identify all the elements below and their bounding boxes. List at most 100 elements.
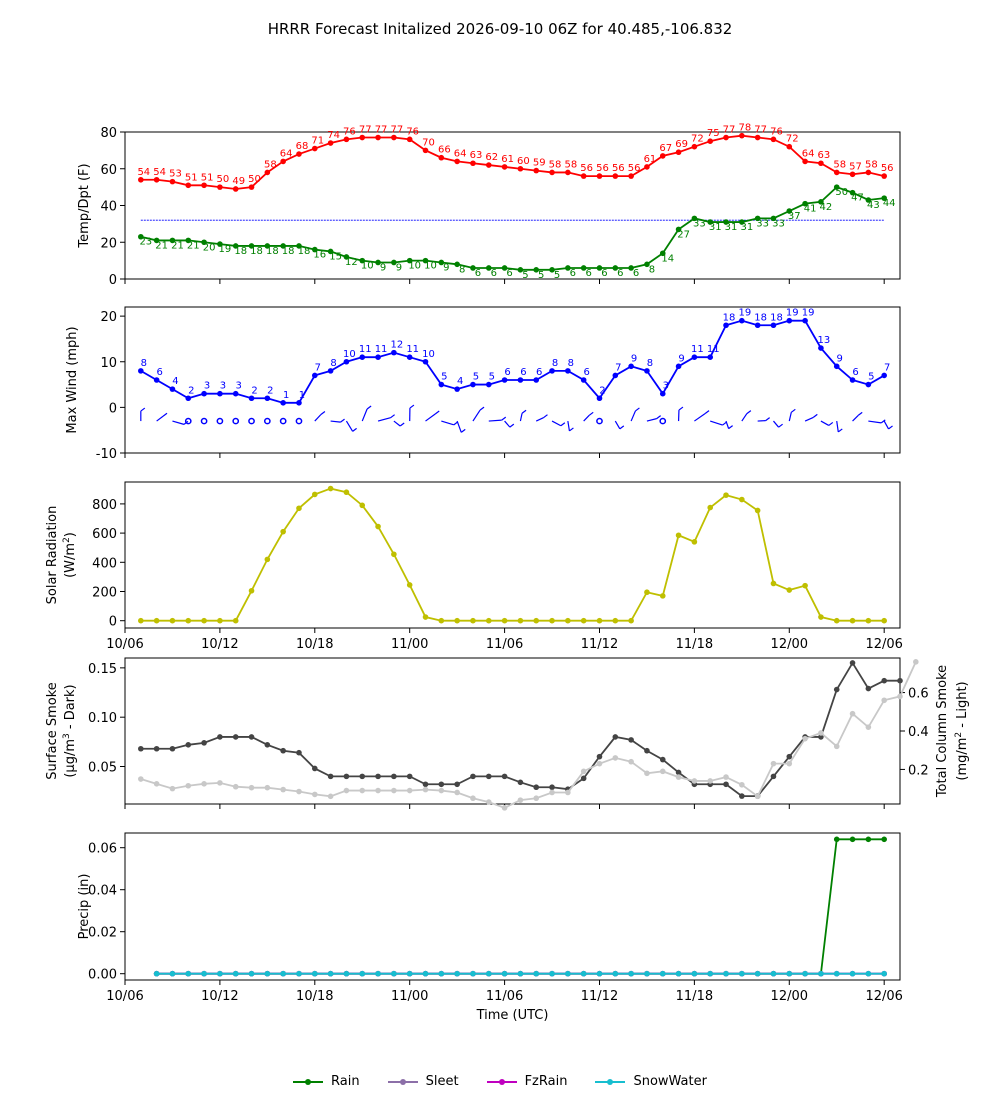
data-point-dew: [833, 184, 840, 190]
data-point-solar: [470, 617, 476, 624]
data-label-dew: 6: [585, 268, 591, 279]
data-point-solar: [865, 617, 872, 624]
data-point-wind: [280, 400, 286, 406]
data-point-wind: [470, 381, 476, 388]
data-point-solar: [565, 617, 571, 624]
data-point-dew: [818, 199, 824, 205]
wind-barb-flag: [812, 413, 818, 418]
data-label-temp: 76: [770, 126, 783, 137]
wind-barb: [393, 420, 401, 427]
data-label-wind: 18: [770, 312, 783, 323]
data-point-temp: [739, 132, 745, 139]
data-point-smoke_light: [612, 755, 619, 761]
y-tick-label: 0: [109, 401, 117, 416]
wind-barb-flag: [390, 414, 395, 419]
wind-barb: [345, 420, 354, 432]
data-point-snow: [849, 970, 856, 977]
data-point-solar: [343, 489, 350, 496]
data-point-temp: [565, 169, 571, 176]
data-point-dew: [485, 265, 492, 271]
data-label-temp: 72: [786, 134, 799, 145]
data-point-snow: [391, 970, 397, 977]
wind-barb-flag: [501, 416, 507, 421]
data-point-smoke_dark: [153, 745, 160, 752]
data-label-temp: 56: [596, 163, 609, 174]
data-point-smoke_light: [897, 693, 903, 700]
data-point-smoke_dark: [833, 686, 840, 693]
y-tick-label: 0.15: [88, 662, 117, 677]
wind-barb-calm: [295, 417, 303, 425]
data-point-smoke_dark: [391, 773, 397, 780]
series-line-solar: [140, 487, 885, 622]
y-right-tick-label: 0.6: [908, 687, 929, 702]
y-right-axis-label: Total Column Smoke: [935, 665, 950, 798]
data-point-solar: [691, 539, 698, 545]
data-point-dew: [739, 219, 745, 225]
data-point-smoke_dark: [311, 765, 318, 772]
wind-barb: [614, 420, 621, 430]
data-point-smoke_dark: [485, 773, 492, 780]
wind-barb-flag: [479, 406, 485, 411]
data-point-smoke_dark: [343, 773, 350, 780]
data-point-temp: [311, 145, 318, 152]
wind-barb-calm: [263, 417, 271, 425]
y-tick-label: 20: [100, 310, 117, 325]
data-label-temp: 77: [723, 125, 736, 136]
wind-barb: [788, 412, 792, 422]
data-label-wind: 5: [441, 372, 447, 383]
data-point-temp: [153, 176, 160, 183]
data-label-wind: 9: [631, 353, 637, 364]
y-axis-label: Solar Radiation: [45, 506, 60, 605]
data-point-temp: [865, 169, 872, 176]
data-point-snow: [517, 970, 524, 977]
data-point-smoke_dark: [217, 734, 223, 740]
x-axis-label: Time (UTC): [476, 1008, 549, 1023]
panel-5: 0.00 0.02 0.04 0.06 10/06 10/12 10/18 11/00 11/0…: [77, 832, 903, 1023]
data-point-solar: [628, 617, 634, 624]
data-point-dew: [501, 265, 508, 271]
data-point-wind: [612, 372, 619, 379]
data-point-smoke_dark: [296, 749, 302, 756]
data-label-dew: 6: [601, 268, 607, 279]
y-tick-label: 60: [100, 163, 117, 178]
data-label-wind: 3: [220, 381, 226, 392]
wind-barb-flag: [790, 408, 796, 413]
data-label-dew: 6: [570, 268, 576, 279]
data-label-dew: 15: [329, 251, 342, 262]
data-point-solar: [311, 491, 318, 498]
data-label-wind: 2: [267, 385, 273, 396]
data-point-wind: [691, 354, 698, 360]
series-solar: [138, 485, 887, 624]
data-label-wind: 4: [457, 376, 463, 387]
data-point-smoke_light: [185, 782, 192, 789]
data-label-wind: 6: [583, 367, 589, 378]
data-point-solar: [818, 614, 824, 620]
y-axis-label: Temp/Dpt (F): [77, 163, 92, 248]
data-point-wind: [596, 395, 603, 402]
wind-barb: [567, 420, 571, 432]
data-point-smoke_dark: [375, 773, 381, 780]
data-point-solar: [707, 504, 714, 511]
data-point-smoke_dark: [138, 745, 144, 752]
data-point-smoke_light: [454, 789, 460, 796]
data-label-temp: 54: [153, 167, 166, 178]
data-point-snow: [565, 970, 571, 977]
data-point-wind: [485, 381, 492, 388]
series-rain: [153, 836, 887, 977]
x-tick-label: 12/00: [771, 637, 808, 652]
data-label-temp: 71: [311, 136, 324, 147]
data-label-wind: 7: [884, 362, 890, 373]
data-point-snow: [659, 970, 666, 977]
data-point-temp: [280, 158, 286, 165]
y-tick-label: 0: [109, 615, 117, 630]
x-tick-label: 10/12: [201, 989, 238, 1004]
data-point-snow: [470, 970, 476, 977]
data-label-wind: 19: [802, 308, 815, 319]
data-label-temp: 58: [865, 159, 878, 170]
data-point-solar: [517, 617, 524, 624]
wind-barb-flag: [828, 421, 834, 426]
data-point-smoke_dark: [422, 781, 429, 788]
wind-barb: [725, 420, 730, 429]
data-point-smoke_dark: [644, 747, 650, 754]
data-label-dew: 20: [203, 242, 216, 253]
